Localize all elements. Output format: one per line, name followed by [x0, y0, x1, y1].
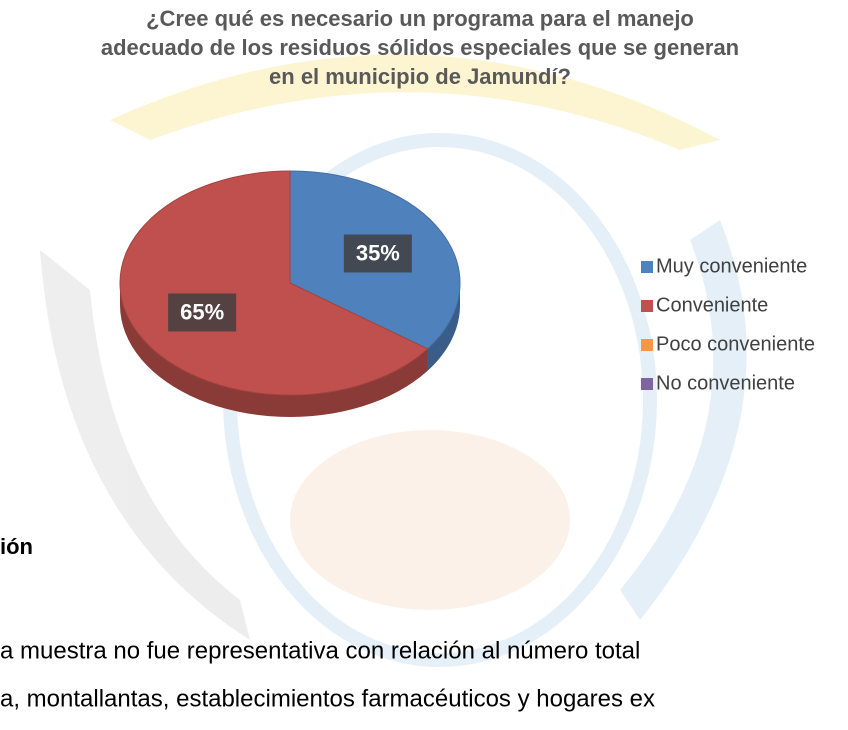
- label-box: [168, 293, 237, 332]
- legend-swatch: [641, 300, 653, 312]
- legend-swatch: [641, 261, 653, 273]
- legend-swatch: [641, 378, 653, 390]
- pie-slice: [119, 170, 429, 396]
- label-box: [343, 234, 412, 273]
- legend-label: No conveniente: [656, 372, 795, 394]
- pie-side: [120, 283, 428, 417]
- chart-title: ¿Cree qué es necesario un programa para …: [101, 6, 739, 89]
- watermark: [40, 54, 747, 667]
- heading: ión: [0, 534, 33, 559]
- pie-side: [427, 283, 460, 371]
- legend-label: Muy conveniente: [656, 255, 807, 277]
- legend: Muy conveniente Conveniente Poco convenien…: [641, 255, 815, 394]
- legend-label: Conveniente: [656, 294, 768, 316]
- data-label: 65%: [180, 299, 224, 324]
- legend-swatch: [641, 339, 653, 351]
- paragraph-line: a muestra no fue representativa con rela…: [0, 637, 640, 664]
- paragraph-line: a, montallantas, establecimientos farmac…: [0, 685, 655, 712]
- pie: 35% 65%: [119, 170, 461, 417]
- data-label: 35%: [356, 240, 400, 265]
- chart-title-text: ¿Cree qué es necesario un programa para …: [101, 6, 739, 89]
- legend-label: Poco conveniente: [656, 333, 815, 355]
